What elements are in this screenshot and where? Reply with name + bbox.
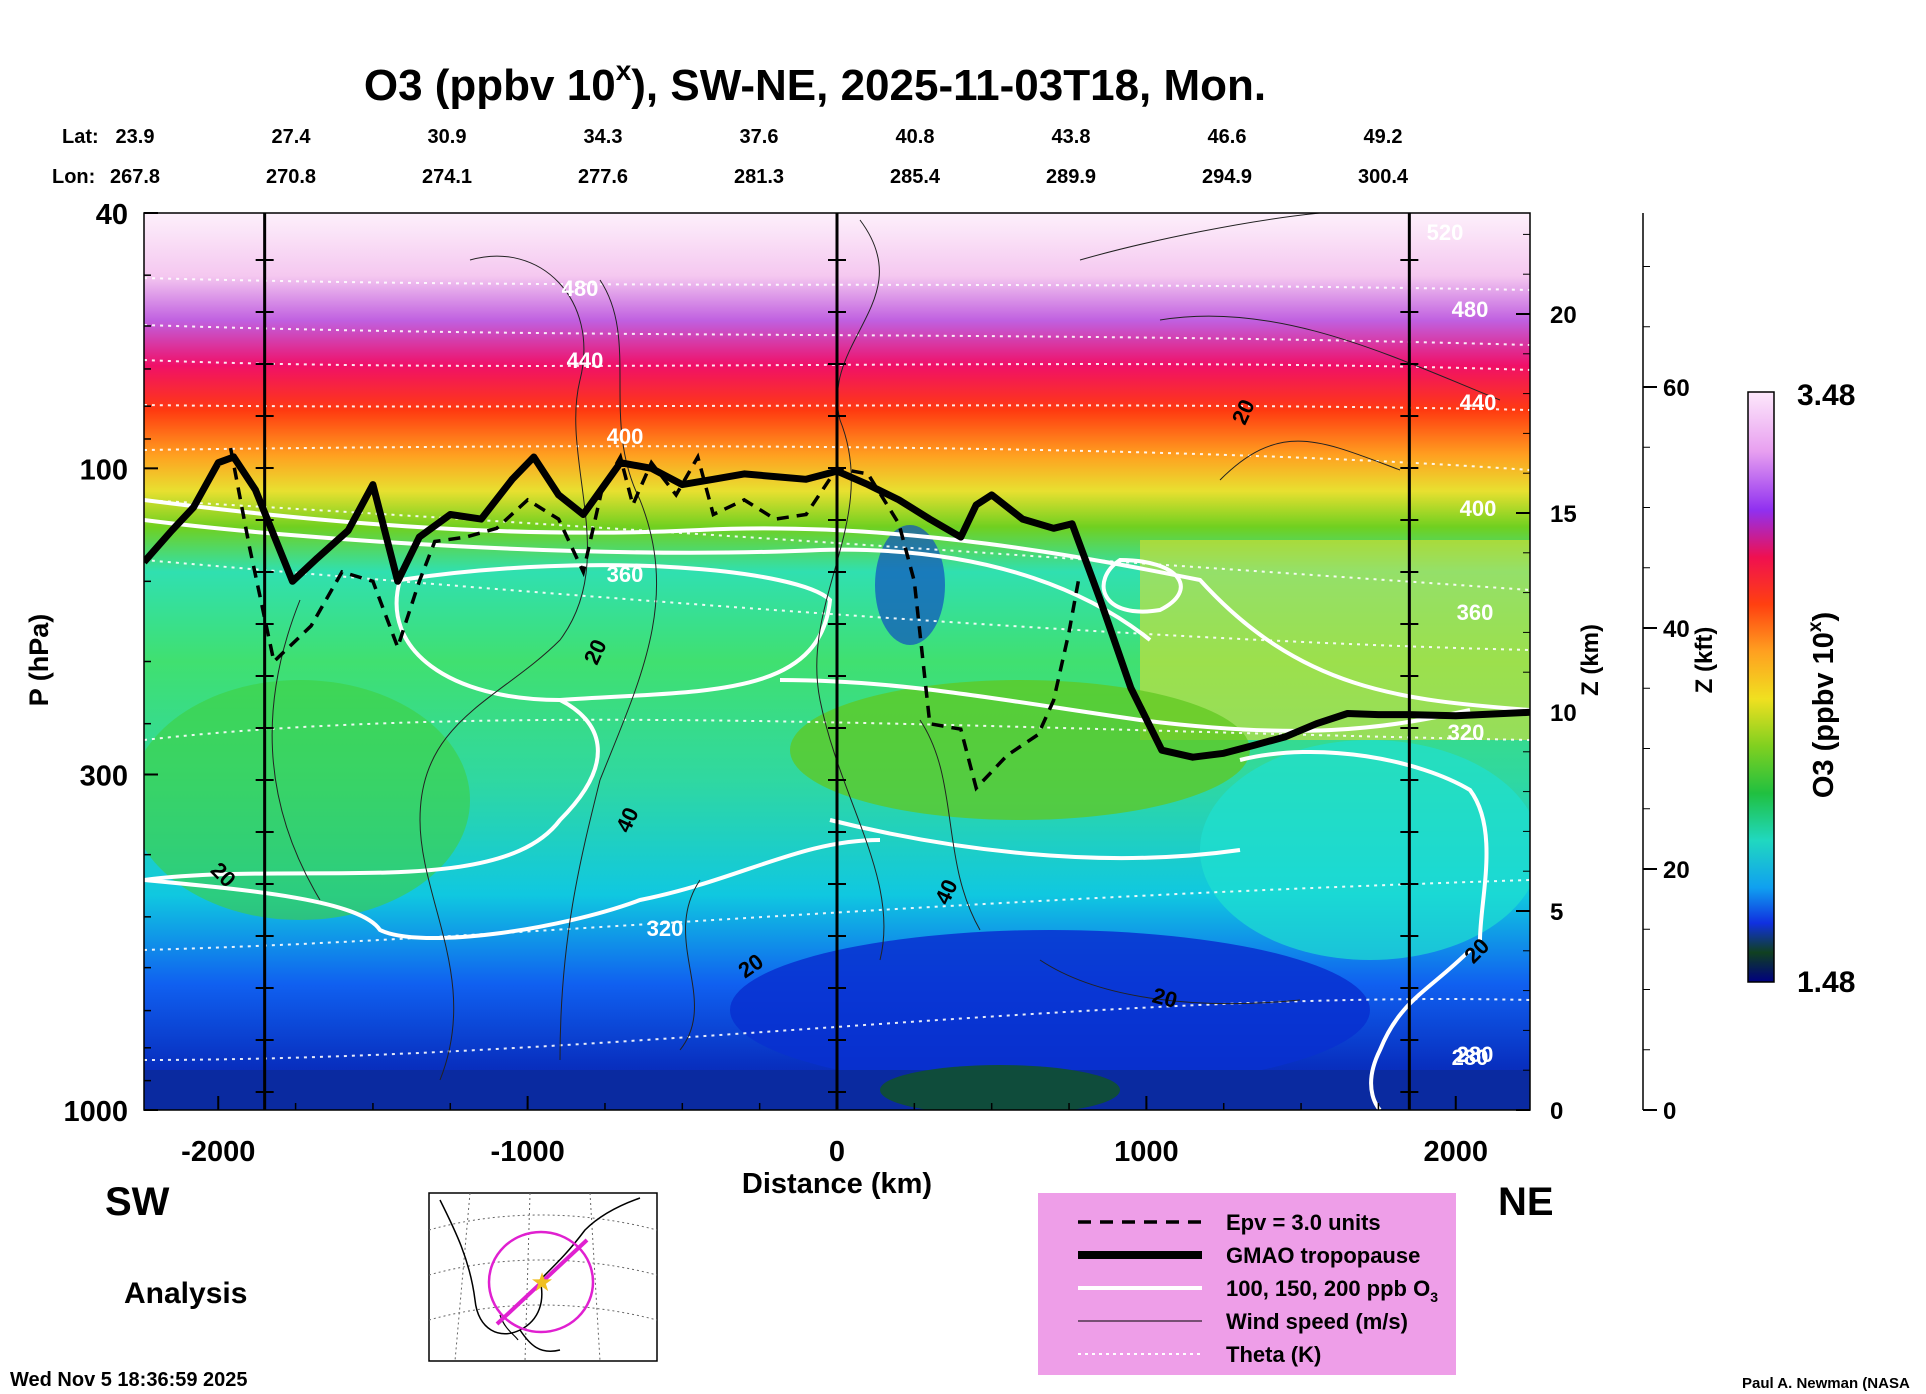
z-kft-tick-label: 0 xyxy=(1663,1098,1676,1125)
z-km-tick-label: 0 xyxy=(1550,1098,1563,1125)
y-axis-pressure: 40 100 300 1000 xyxy=(63,199,158,1128)
lat-value: 30.9 xyxy=(428,126,467,148)
ozone-contours xyxy=(144,498,1530,1110)
inset-map: ★ xyxy=(428,1192,658,1362)
plot-area: 480440400360320280520480440400360320280 … xyxy=(144,213,1530,1110)
z-kft-axis: 0 20 40 60 xyxy=(1642,213,1690,1125)
legend-label: Epv = 3.0 units xyxy=(1226,1210,1381,1235)
x-axis-label: Distance (km) xyxy=(742,1168,932,1200)
chart-title: O3 (ppbv 10x), SW-NE, 2025-11-03T18, Mon… xyxy=(364,55,1266,110)
coastline xyxy=(439,1197,641,1352)
z-km-tick-label: 20 xyxy=(1550,302,1577,329)
lon-value: 289.9 xyxy=(1046,166,1096,188)
lon-value: 294.9 xyxy=(1202,166,1252,188)
theta-label: 480 xyxy=(562,276,599,301)
lat-value: 23.9 xyxy=(116,126,155,148)
ne-upper-troposphere-region xyxy=(1140,540,1530,740)
legend: Epv = 3.0 units GMAO tropopause 100, 150, … xyxy=(1038,1193,1456,1375)
colorbar-max-label: 3.48 xyxy=(1797,379,1855,412)
y-tick-label: 1000 xyxy=(63,1096,128,1128)
colorbar xyxy=(1747,391,1775,983)
x-axis: -2000 -1000 0 1000 2000 xyxy=(181,1096,1488,1168)
lon-value: 274.1 xyxy=(422,166,472,188)
legend-label: GMAO tropopause xyxy=(1226,1243,1420,1268)
lon-value: 281.3 xyxy=(734,166,784,188)
lon-label: Lon: xyxy=(52,166,95,188)
wind-speed-lines xyxy=(271,213,1501,1081)
lon-value: 285.4 xyxy=(890,166,941,188)
theta-label: 440 xyxy=(567,348,604,373)
credit: Paul A. Newman (NASA xyxy=(1742,1375,1910,1392)
theta-lines xyxy=(144,277,1530,1061)
lat-lon-values: 23.9 267.8 27.4 270.8 30.9 274.1 34.3 277.6 37.6… xyxy=(110,126,1409,188)
y-tick-label: 100 xyxy=(80,454,128,486)
theta-label: 480 xyxy=(1452,297,1489,322)
legend-label: 100, 150, 200 ppb O3 xyxy=(1226,1276,1438,1305)
z-kft-axis-label: Z (kft) xyxy=(1691,627,1718,694)
tropopause-line xyxy=(144,453,1530,761)
lat-value: 40.8 xyxy=(896,126,935,148)
lat-value: 27.4 xyxy=(272,126,312,148)
z-kft-tick-label: 40 xyxy=(1663,616,1690,643)
map-range-circle xyxy=(487,1230,595,1334)
lon-value: 267.8 xyxy=(110,166,160,188)
theta-label: 280 xyxy=(1457,1042,1494,1067)
lat-value: 46.6 xyxy=(1208,126,1247,148)
theta-label: 360 xyxy=(1457,600,1494,625)
x-tick-label: -2000 xyxy=(181,1136,255,1168)
x-tick-label: 2000 xyxy=(1423,1136,1488,1168)
y-tick-label: 300 xyxy=(80,760,128,792)
z-km-axis-label: Z (km) xyxy=(1577,624,1604,696)
epv-line xyxy=(228,447,1081,792)
lon-value: 300.4 xyxy=(1358,166,1409,188)
lon-value: 277.6 xyxy=(578,166,628,188)
theta-label: 320 xyxy=(1448,720,1485,745)
blue-low-ozone xyxy=(730,930,1370,1090)
theta-label: 440 xyxy=(1460,390,1497,415)
lat-value: 43.8 xyxy=(1052,126,1091,148)
colorbar-min-label: 1.48 xyxy=(1797,966,1855,999)
x-tick-label: 1000 xyxy=(1114,1136,1179,1168)
y-axis-label: P (hPa) xyxy=(24,614,54,707)
z-km-tick-label: 10 xyxy=(1550,700,1577,727)
lat-label: Lat: xyxy=(62,126,99,148)
theta-label: 400 xyxy=(607,424,644,449)
deep-low-ozone xyxy=(875,525,945,645)
z-kft-tick-label: 60 xyxy=(1663,375,1690,402)
theta-label: 320 xyxy=(647,916,684,941)
theta-label: 520 xyxy=(1427,220,1464,245)
timestamp: Wed Nov 5 18:36:59 2025 xyxy=(10,1369,248,1391)
cross-section-path xyxy=(495,1238,589,1326)
z-kft-tick-label: 20 xyxy=(1663,857,1690,884)
z-km-tick-label: 15 xyxy=(1550,501,1577,528)
z-km-axis: 0 5 10 15 20 xyxy=(1516,233,1577,1125)
legend-label: Theta (K) xyxy=(1226,1342,1321,1367)
theta-label: 280 xyxy=(1452,1045,1489,1070)
legend-label: Wind speed (m/s) xyxy=(1226,1309,1408,1334)
vertical-marker-lines xyxy=(255,213,1419,1110)
x-tick-label: -1000 xyxy=(491,1136,565,1168)
theta-label: 400 xyxy=(1460,496,1497,521)
ne-direction-label: NE xyxy=(1498,1180,1554,1224)
ne-ozone-blob xyxy=(790,680,1250,820)
theta-labels: 480 440 400 360 320 280 520 480 440 400 360 320 280 xyxy=(562,220,1497,1070)
colorbar-label: O3 (ppbv 10x) xyxy=(1805,612,1840,798)
lon-value: 270.8 xyxy=(266,166,316,188)
ne-low-ozone-region xyxy=(1200,740,1530,960)
z-km-tick-label: 5 xyxy=(1550,899,1563,926)
surface-green-patch xyxy=(880,1065,1120,1110)
lat-value: 34.3 xyxy=(584,126,623,148)
theta-label: 360 xyxy=(607,562,644,587)
mid-ozone-blob xyxy=(144,680,470,920)
sw-direction-label: SW xyxy=(105,1180,170,1224)
y-tick-label: 40 xyxy=(96,199,128,231)
analysis-label: Analysis xyxy=(124,1277,247,1310)
x-tick-label: 0 xyxy=(829,1136,845,1168)
lat-value: 37.6 xyxy=(740,126,779,148)
lat-value: 49.2 xyxy=(1364,126,1403,148)
center-star-icon: ★ xyxy=(530,1267,553,1297)
